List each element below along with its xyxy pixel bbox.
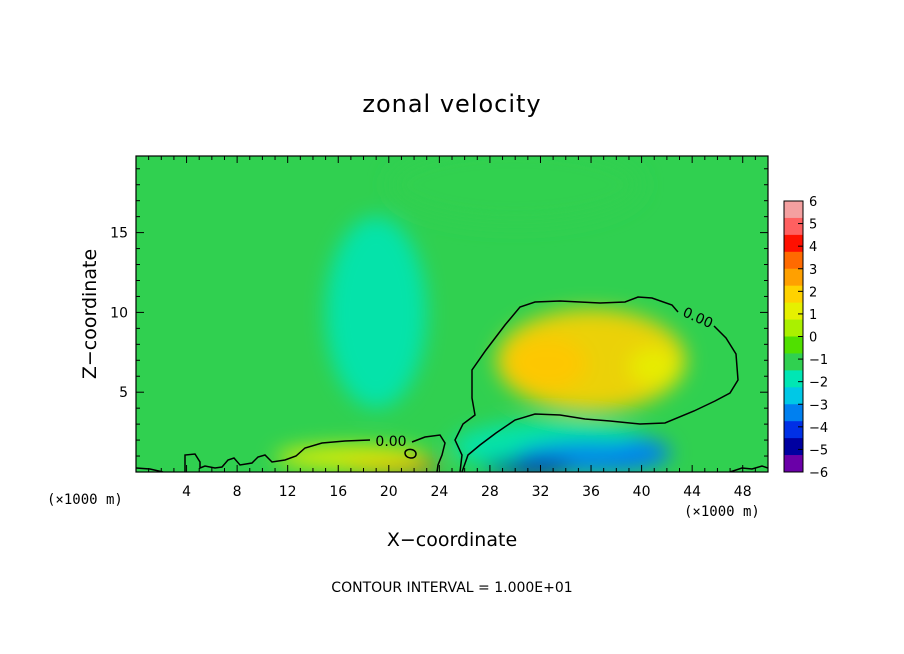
x-tick-label: 4 <box>182 484 191 500</box>
colorbar-segment <box>784 251 803 270</box>
x-axis: 4 8 12 16 20 24 28 32 36 40 44 48 <box>148 156 756 500</box>
zero-contour-lower-right <box>411 434 446 472</box>
x-tick-label: 12 <box>279 484 297 500</box>
contour-interval-footer: CONTOUR INTERVAL = 1.000E+01 <box>331 580 572 596</box>
colorbar-segment <box>784 404 803 422</box>
x-tick-label: 32 <box>532 484 550 500</box>
velocity-feature-9 <box>325 216 427 409</box>
colorbar-tick-label: −5 <box>809 443 828 458</box>
y-tick-label: 15 <box>110 226 128 242</box>
colorbar-segment <box>784 387 803 405</box>
x-tick-label: 8 <box>233 484 242 500</box>
colorbar-segment <box>784 455 803 473</box>
velocity-field-blobs <box>275 156 686 472</box>
contour-label-lower: 0.00 <box>375 434 406 450</box>
x-tick-label: 28 <box>481 484 499 500</box>
velocity-feature-8 <box>275 444 427 471</box>
velocity-feature-6 <box>483 459 573 472</box>
velocity-feature-1 <box>496 309 686 412</box>
colorbar-segment <box>784 201 803 219</box>
colorbar-tick-label: 2 <box>809 285 817 300</box>
colorbar-tick-label: −2 <box>809 376 828 391</box>
zero-contour-small-loop <box>404 448 417 459</box>
x-tick-label: 40 <box>633 484 651 500</box>
colorbar-tick-label: −4 <box>809 421 828 436</box>
x-tick-label: 16 <box>329 484 347 500</box>
y-tick-label: 10 <box>110 305 128 321</box>
colorbar-tick-label: −3 <box>809 398 828 413</box>
velocity-field <box>275 156 686 472</box>
colorbar-segment <box>784 302 803 321</box>
colorbar-tick-label: −6 <box>809 466 828 481</box>
y-tick-label: 5 <box>119 385 128 401</box>
colorbar-tick-label: 0 <box>809 331 817 346</box>
velocity-feature-10 <box>388 156 642 225</box>
colorbar-segment <box>784 268 803 287</box>
zero-contour-right-bottom <box>729 465 768 472</box>
colorbar-tick-label: 4 <box>809 240 817 255</box>
zero-contour <box>136 296 768 472</box>
colorbar-segment <box>784 421 803 439</box>
x-axis-label: X−coordinate <box>387 529 517 551</box>
x-unit-left: (×1000 m) <box>47 492 123 508</box>
colorbar-tick-label: 6 <box>809 195 817 210</box>
colorbar-segment <box>784 370 803 388</box>
zero-contour-lower <box>136 439 371 472</box>
colorbar-tick-label: 5 <box>809 218 817 233</box>
colorbar-segment <box>784 438 803 456</box>
x-unit-right: (×1000 m) <box>684 504 760 520</box>
zero-contour-upper <box>454 296 679 472</box>
x-tick-label: 48 <box>734 484 752 500</box>
colorbar-segment <box>784 285 803 304</box>
velocity-feature-5 <box>612 438 671 468</box>
zero-contour-right <box>461 325 739 472</box>
colorbar-segment <box>784 336 803 354</box>
y-axis: 5 10 15 <box>110 168 768 457</box>
colorbar-tick-label: 3 <box>809 263 817 278</box>
colorbar-tick-label: −1 <box>809 353 828 368</box>
y-axis-label: Z−coordinate <box>79 249 101 379</box>
x-tick-label: 24 <box>430 484 448 500</box>
colorbar-segment <box>784 217 803 236</box>
colorbar-segment <box>784 353 803 371</box>
colorbar-segment <box>784 319 803 337</box>
x-tick-label: 44 <box>683 484 701 500</box>
velocity-feature-2 <box>628 347 680 386</box>
colorbar-segment <box>784 234 803 253</box>
x-tick-label: 20 <box>380 484 398 500</box>
x-tick-label: 36 <box>582 484 600 500</box>
chart-title: zonal velocity <box>362 90 541 118</box>
colorbar: 6 5 4 3 2 1 0 −1 −2 −3 −4 −5 −6 <box>783 195 828 481</box>
colorbar-tick-label: 1 <box>809 308 817 323</box>
plot-area: 0.00 0.00 <box>135 155 769 473</box>
